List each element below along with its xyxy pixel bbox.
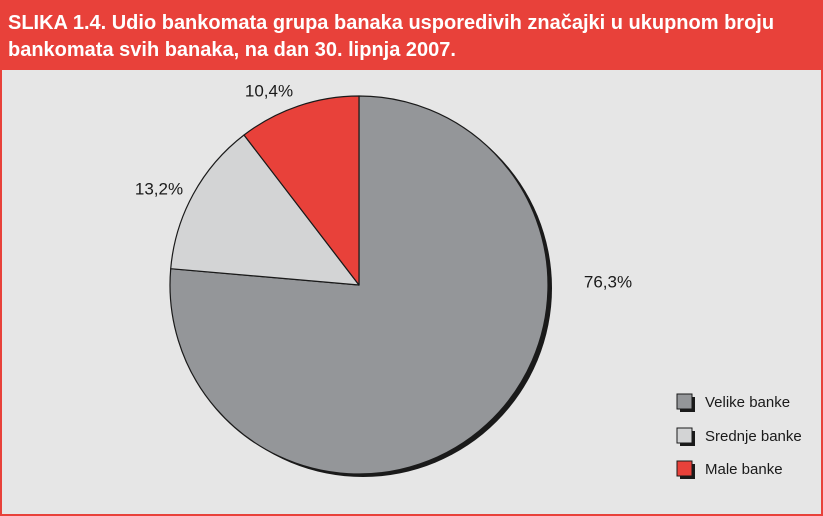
pie-chart: 76,3% 13,2% 10,4% Velike banke Srednje banke… <box>135 81 802 479</box>
slice-label-male-banke: 10,4% <box>245 81 293 100</box>
slice-label-velike-banke: 76,3% <box>584 272 632 291</box>
legend-label-male-banke: Male banke <box>705 461 783 478</box>
legend-label-velike-banke: Velike banke <box>705 394 790 411</box>
legend-label-srednje-banke: Srednje banke <box>705 428 802 445</box>
figure-title: SLIKA 1.4. Udio bankomata grupa banaka u… <box>8 12 775 61</box>
legend-swatch-velike-banke <box>676 393 693 410</box>
legend-swatch-male-banke <box>676 460 693 477</box>
legend-swatch-srednje-banke <box>676 427 693 444</box>
pie-slice-male-banke <box>243 95 360 286</box>
figure-header: SLIKA 1.4. Udio bankomata grupa banaka u… <box>2 2 821 70</box>
slice-label-srednje-banke: 13,2% <box>135 179 183 198</box>
pie-slice-srednje-banke <box>170 134 360 286</box>
